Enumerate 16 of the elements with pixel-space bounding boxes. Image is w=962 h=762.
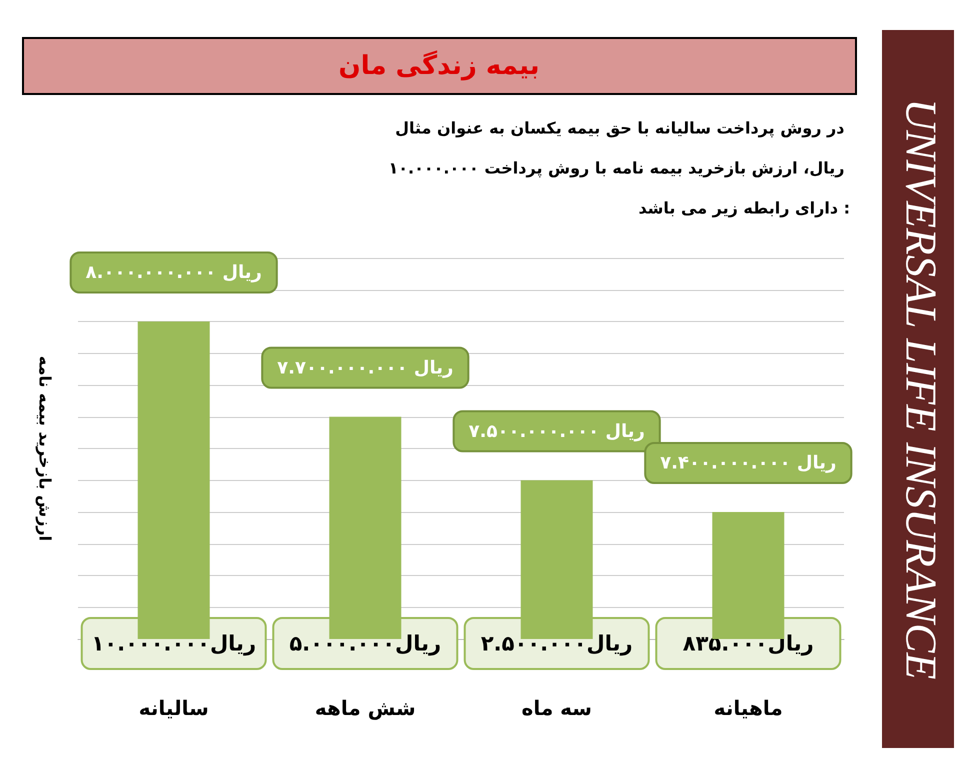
data-label: ۸.۰۰۰.۰۰۰.۰۰۰ ریال: [86, 262, 262, 283]
annotation: ۸۳۵.۰۰۰ریال: [682, 632, 814, 656]
data-label: ۷.۵۰۰.۰۰۰.۰۰۰ ریال: [468, 420, 645, 442]
x-tick-label: سه ماه: [522, 696, 592, 720]
y-axis-title: ارزش بازخرید بیمه نامه: [36, 356, 54, 542]
chart-title: بیمه زندگی مان: [338, 50, 540, 81]
data-label: ۷.۴۰۰.۰۰۰.۰۰۰ ریال: [660, 452, 836, 474]
annotation: ۵.۰۰۰.۰۰۰ریال: [289, 632, 442, 656]
text: در روش پرداخت سالیانه با حق بیمه یکسان به عنوان مثال ۱۰.۰۰۰.۰۰۰ ریال، ارزش بازخرید بیمه نامه با روش پرداخت دارای رابطه زیر می باشد :: [388, 118, 850, 218]
x-tick-label: ماهیانه: [714, 696, 783, 720]
x-tick-label: سالیانه: [138, 696, 209, 720]
data-label: ۷.۷۰۰.۰۰۰.۰۰۰ ریال: [277, 357, 454, 378]
annotation: ۱۰.۰۰۰.۰۰۰ریال: [91, 632, 256, 656]
x-tick-label: شش ماهه: [314, 696, 416, 720]
annotation: ۲.۵۰۰.۰۰۰ریال: [480, 632, 633, 656]
text: UNIVERSAL LIFE INSURANCE: [896, 98, 946, 680]
